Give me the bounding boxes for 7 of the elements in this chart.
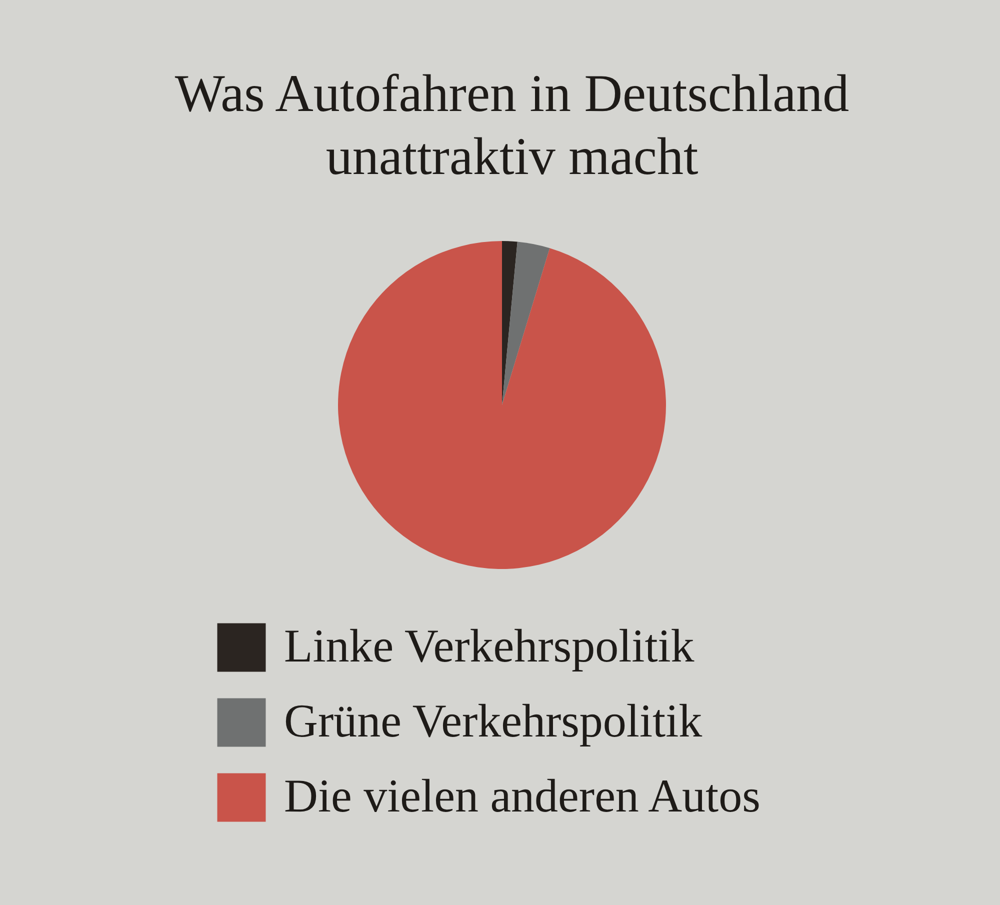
chart-title: Was Autofahren in Deutschland unattraktiv macht	[174, 65, 850, 186]
legend-label: Grüne Verkehrspolitik	[284, 696, 703, 748]
legend-label: Die vielen anderen Autos	[284, 770, 760, 822]
pie-slice	[502, 241, 518, 405]
pie-slice	[338, 241, 666, 569]
pie-slice	[502, 242, 550, 405]
legend-label: Linke Verkehrspolitik	[284, 620, 695, 672]
